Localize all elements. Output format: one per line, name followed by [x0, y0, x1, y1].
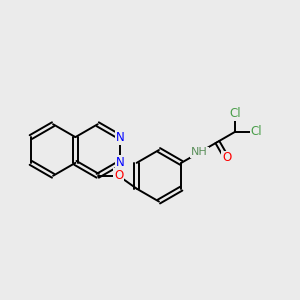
Text: Cl: Cl	[230, 107, 241, 120]
Text: O: O	[114, 169, 123, 182]
Text: NH: NH	[191, 148, 208, 158]
Text: Cl: Cl	[250, 125, 262, 138]
Text: N: N	[116, 156, 124, 170]
Text: N: N	[116, 130, 124, 144]
Text: O: O	[222, 152, 231, 164]
